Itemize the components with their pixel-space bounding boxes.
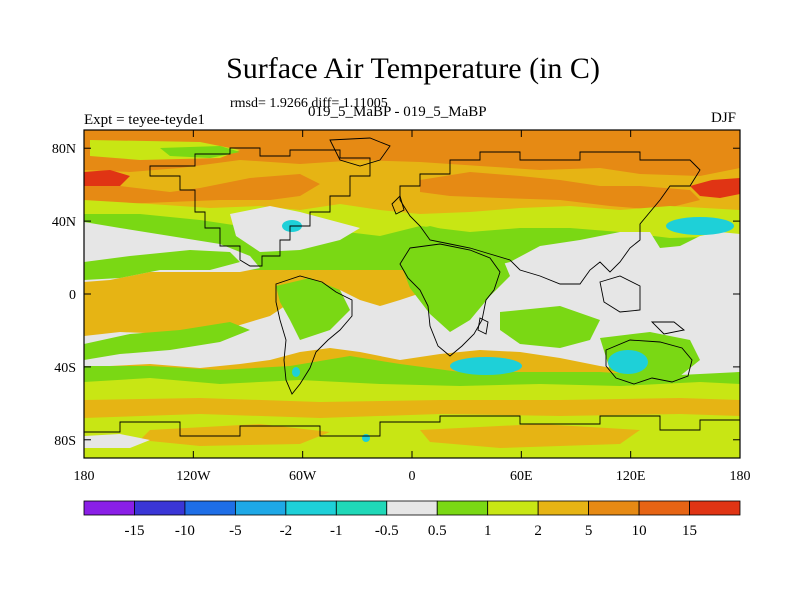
field-patch-arctic-green <box>160 146 240 158</box>
x-axis: 180 120W 60W 0 60E 120E 180 <box>74 130 751 484</box>
colorbar-swatch <box>689 500 741 516</box>
colorbar: -15 -10 -5 -2 -1 -0.5 0.5 1 2 5 10 15 <box>83 500 741 539</box>
colorbar-label: 10 <box>632 523 647 539</box>
colorbar-swatch <box>134 500 186 516</box>
coastline-africa <box>399 243 501 357</box>
coastline-greenland <box>329 137 391 167</box>
colorbar-label: 5 <box>585 523 593 539</box>
coastline-southeast-asia <box>599 275 641 313</box>
y-tick-label: 80N <box>52 142 76 157</box>
coastline-new-guinea <box>650 321 686 335</box>
stats-label: rmsd= 1.9266 diff= 1.11005 <box>230 96 388 111</box>
field-patch-siberia-orange <box>420 172 700 210</box>
colorbar-swatch <box>335 500 388 516</box>
field-cool-patch-nw-pacific <box>666 217 734 235</box>
coastline-south-america <box>275 275 353 395</box>
colorbar-label: 0.5 <box>428 523 447 539</box>
colorbar-swatch <box>588 500 640 516</box>
field-cool-patch-south-atlantic <box>450 357 522 375</box>
x-tick-label: 60W <box>289 469 317 484</box>
colorbar-label: -2 <box>280 523 293 539</box>
y-tick-label: 0 <box>69 288 76 303</box>
colorbar-label: -10 <box>175 523 195 539</box>
field-cool-patch-south-america <box>292 367 300 377</box>
coastline-madagascar <box>477 317 489 335</box>
field-band-midlat-orange <box>84 174 320 204</box>
x-tick-label: 180 <box>74 469 95 484</box>
field-tongue-south-pacific <box>84 322 250 360</box>
colorbar-swatch <box>234 500 287 516</box>
colorbar-label: 1 <box>484 523 492 539</box>
field-patch-red-east <box>690 178 740 198</box>
field-band-yellow-s <box>84 378 740 404</box>
colorbar-label: -0.5 <box>375 523 399 539</box>
y-tick-label: 40S <box>54 361 76 376</box>
coastline-north-america <box>149 147 371 267</box>
colorbar-swatch <box>285 500 337 516</box>
field-patch-antarctic-orange <box>140 424 330 446</box>
colorbar-label: -5 <box>229 523 242 539</box>
coastline-antarctica <box>84 415 740 437</box>
field-band-orange-s <box>84 398 740 420</box>
colorbar-swatch <box>436 500 489 516</box>
experiment-label: Expt = teyee-teyde1 <box>84 112 205 128</box>
field-patch-antarctic-orange-east <box>420 424 640 448</box>
coastline-eurasia <box>399 151 701 285</box>
y-tick-label: 40N <box>52 215 76 230</box>
field-tongue-pacific-green <box>84 250 240 280</box>
x-tick-label: 120W <box>176 469 211 484</box>
x-tick-label: 60E <box>510 469 533 484</box>
x-tick-label: 180 <box>730 469 751 484</box>
plot-title: Surface Air Temperature (in C) <box>226 52 600 85</box>
x-tick-label: 120E <box>616 469 646 484</box>
colorbar-swatch <box>638 500 690 516</box>
colorbar-label: 15 <box>682 523 697 539</box>
field-patch-indian-green <box>500 306 600 348</box>
season-label: DJF <box>711 110 737 126</box>
subtitle-label: 019_5_MaBP - 019_5_MaBP <box>308 104 487 120</box>
colorbar-swatch <box>537 500 590 516</box>
y-tick-label: 80S <box>54 434 76 449</box>
y-axis: 80N 40N 0 40S 80S <box>52 142 740 449</box>
field-band-arctic-orange <box>84 130 740 176</box>
x-tick-label: 0 <box>409 469 416 484</box>
field-patch-red-west <box>84 170 130 190</box>
field-patch-south-america-green <box>276 278 350 340</box>
field-cool-patch-southern-ocean <box>362 434 370 442</box>
colorbar-label: -1 <box>330 523 343 539</box>
colorbar-swatch <box>184 500 236 516</box>
colorbar-label: 2 <box>534 523 542 539</box>
colorbar-label: -15 <box>124 523 144 539</box>
colorbar-swatch <box>386 500 438 516</box>
coastline-outlines <box>84 137 740 437</box>
coastline-australia <box>605 339 693 385</box>
temperature-field <box>84 130 740 458</box>
field-strip-antarctic-neutral <box>84 434 150 448</box>
coastline-uk <box>391 195 405 215</box>
field-cool-patch-australia <box>608 350 648 374</box>
colorbar-swatch <box>83 500 135 516</box>
colorbar-swatch <box>487 500 539 516</box>
field-patch-africa-green <box>390 226 510 332</box>
